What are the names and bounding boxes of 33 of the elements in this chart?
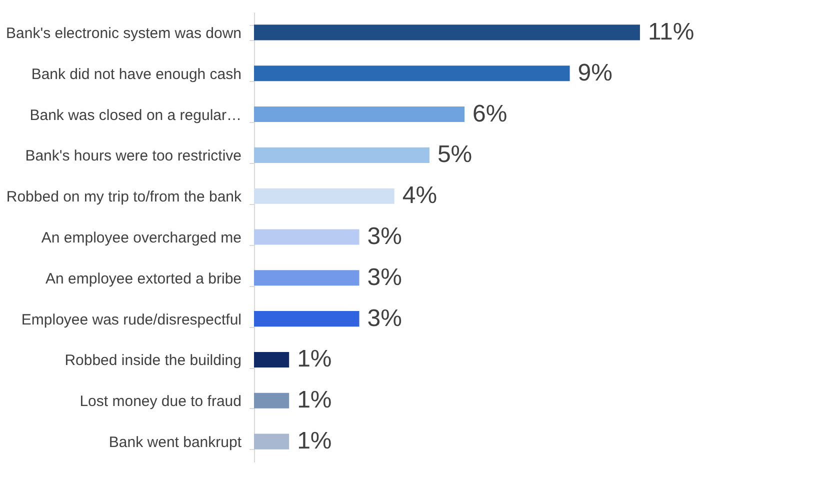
data-label: 4% — [402, 182, 438, 210]
bar — [254, 24, 640, 40]
y-tick-label: Lost money due to fraud — [80, 393, 242, 410]
y-tick-label: Employee was rude/disrespectful — [21, 311, 242, 328]
data-label: 1% — [297, 428, 332, 455]
bar — [254, 188, 394, 204]
data-label: 3% — [367, 304, 402, 332]
data-label: 11% — [648, 18, 694, 46]
data-label: 1% — [297, 346, 332, 373]
data-label: 9% — [578, 59, 612, 86]
bar — [254, 147, 430, 163]
bar — [254, 352, 290, 368]
y-tick-label: Bank's electronic system was down — [6, 24, 242, 42]
y-tick-label: Robbed on my trip to/from the bank — [6, 188, 242, 206]
data-label: 5% — [437, 141, 472, 168]
bar — [254, 229, 360, 245]
y-tick-label: Robbed inside the building — [64, 352, 242, 370]
y-tick-label: Bank did not have enough cash — [31, 66, 242, 83]
data-label: 6% — [472, 100, 508, 128]
bar — [254, 270, 360, 286]
y-tick-label: An employee overcharged me — [41, 230, 242, 246]
bar — [254, 311, 360, 327]
bar — [254, 434, 290, 450]
data-label: 3% — [367, 264, 402, 291]
y-tick-label: Bank's hours were too restrictive — [25, 148, 242, 165]
y-tick-label: Bank went bankrupt — [108, 434, 242, 452]
bar — [254, 392, 290, 408]
y-tick-label: Bank was closed on a regular… — [30, 106, 242, 124]
bar — [254, 66, 570, 82]
bar — [254, 106, 465, 122]
data-label: 3% — [367, 223, 402, 250]
y-tick-label: An employee extorted a bribe — [46, 270, 242, 288]
data-label: 1% — [297, 386, 332, 414]
